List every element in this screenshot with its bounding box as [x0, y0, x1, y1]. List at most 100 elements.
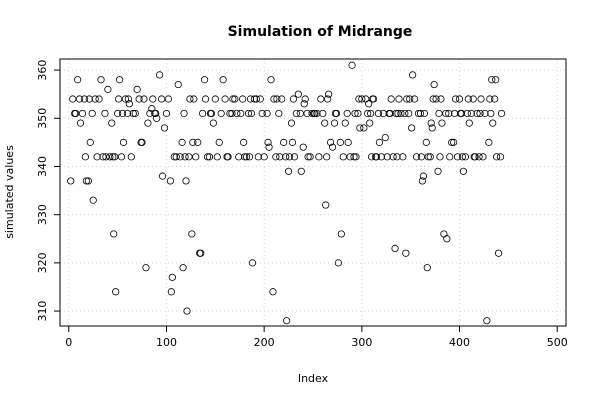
data-point	[67, 177, 75, 185]
data-point	[420, 109, 428, 118]
chart-title: Simulation of Midrange	[228, 24, 413, 40]
data-point	[365, 100, 373, 108]
data-point	[240, 138, 248, 146]
data-point	[362, 95, 370, 103]
data-point	[170, 153, 178, 161]
data-point	[303, 109, 311, 118]
data-point	[458, 153, 467, 161]
data-point	[459, 167, 468, 175]
data-point	[393, 153, 401, 161]
y-tick-label: 340	[36, 156, 49, 177]
data-point	[146, 109, 154, 118]
data-point	[379, 109, 387, 118]
data-point	[315, 153, 323, 161]
data-point	[86, 138, 94, 146]
data-point	[180, 109, 188, 118]
data-point	[88, 109, 96, 118]
data-point	[178, 138, 186, 146]
data-point	[108, 119, 116, 127]
data-point	[181, 153, 189, 161]
data-point	[417, 153, 426, 161]
data-point	[408, 124, 416, 132]
data-point	[492, 76, 500, 84]
data-point	[166, 177, 174, 185]
data-point	[289, 95, 298, 103]
data-point	[494, 249, 503, 257]
data-point	[84, 177, 92, 185]
data-point	[97, 76, 105, 84]
data-point	[405, 109, 413, 118]
data-point	[438, 119, 446, 127]
data-point	[221, 95, 229, 103]
data-point	[381, 133, 389, 142]
data-point	[322, 201, 330, 209]
data-point	[477, 95, 485, 103]
data-point	[416, 109, 425, 118]
data-point	[337, 230, 345, 238]
data-point	[423, 264, 431, 272]
data-point	[276, 153, 284, 161]
data-point	[201, 95, 210, 103]
data-point	[82, 177, 90, 185]
data-point	[496, 153, 505, 161]
data-point	[434, 167, 442, 175]
data-point	[394, 109, 402, 118]
data-point	[397, 109, 405, 118]
data-point	[278, 95, 286, 103]
data-point	[123, 109, 132, 118]
data-point	[300, 100, 308, 108]
data-point	[352, 153, 360, 161]
data-point	[328, 143, 337, 151]
data-point	[427, 119, 435, 127]
data-point	[308, 109, 316, 118]
data-point	[199, 109, 207, 118]
data-point	[241, 153, 249, 161]
data-point	[106, 153, 114, 161]
data-point	[114, 109, 122, 118]
x-tick-label: 300	[351, 336, 372, 349]
data-point	[265, 143, 273, 151]
data-point	[235, 153, 243, 161]
data-point	[377, 153, 385, 161]
data-point	[164, 95, 173, 103]
x-axis: 0 100 200 300 400 500	[65, 326, 568, 349]
data-point	[275, 109, 283, 118]
y-axis-label: simulated values	[3, 145, 16, 239]
data-point	[124, 95, 132, 103]
data-point	[260, 153, 268, 161]
data-point	[89, 196, 97, 204]
data-point	[270, 95, 278, 103]
data-point	[284, 167, 293, 175]
data-point	[69, 95, 77, 103]
y-tick-label: 330	[36, 204, 49, 225]
data-point	[471, 153, 479, 161]
data-point	[339, 153, 347, 161]
data-point	[476, 109, 484, 118]
data-point	[387, 95, 395, 103]
data-point	[95, 95, 103, 103]
data-point	[321, 119, 329, 127]
data-point	[117, 153, 126, 161]
data-point	[200, 76, 209, 84]
data-point	[403, 95, 411, 103]
data-point	[374, 109, 383, 118]
data-point	[133, 85, 141, 93]
data-point	[285, 153, 294, 161]
data-point	[76, 119, 85, 127]
data-point	[135, 95, 143, 103]
data-point	[185, 153, 193, 161]
data-point	[429, 95, 437, 103]
data-point	[399, 153, 407, 161]
data-point	[497, 109, 506, 118]
data-point	[110, 230, 118, 238]
data-point	[80, 95, 89, 103]
data-point	[348, 61, 356, 69]
data-point	[85, 95, 93, 103]
data-point	[205, 153, 214, 161]
data-point	[435, 109, 443, 118]
y-tick-label: 350	[36, 108, 49, 129]
data-point	[463, 109, 471, 118]
x-axis-label: Index	[298, 372, 329, 385]
data-point	[149, 95, 157, 103]
data-point	[244, 109, 253, 118]
